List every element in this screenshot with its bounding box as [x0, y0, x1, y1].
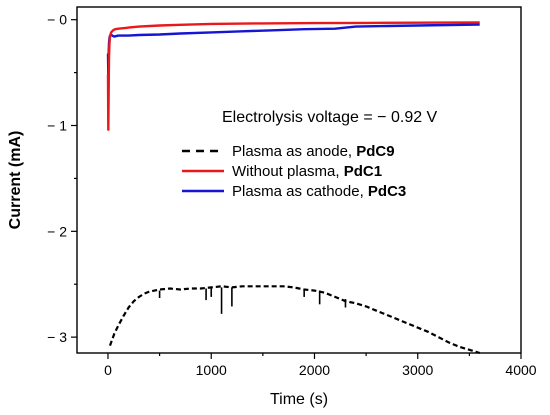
plot-lines — [106, 21, 481, 355]
x-tick-label-1: 1000 — [196, 362, 227, 378]
legend-entry-2: Plasma as cathode, PdC3 — [232, 183, 406, 200]
voltage-annotation: Electrolysis voltage = − 0.92 V — [222, 109, 438, 126]
legend: Plasma as anode, PdC9 Without plasma, PdC… — [182, 143, 406, 200]
x-tick-label-0: 0 — [104, 362, 112, 378]
legend-sample-0: PdC9 — [356, 143, 394, 160]
legend-sample-1: PdC1 — [344, 163, 382, 180]
legend-sample-2: PdC3 — [368, 183, 406, 200]
legend-entry-0: Plasma as anode, PdC9 — [232, 143, 395, 160]
legend-label-1: Without plasma, — [232, 163, 344, 180]
y-axis-label: Current (mA) — [7, 131, 24, 230]
x-tick-label-4: 4000 — [505, 362, 536, 378]
x-axis-label: Time (s) — [270, 391, 328, 408]
plot-frame — [76, 6, 522, 354]
series-line-pdc3 — [106, 23, 480, 76]
y-tick-label-0: − 0 — [47, 12, 67, 28]
legend-entry-1: Without plasma, PdC1 — [232, 163, 382, 180]
x-tick-label-3: 3000 — [402, 362, 433, 378]
y-tick-label-2: − 2 — [47, 223, 67, 239]
ticks: 0 1000 2000 3000 4000 − 0 − 1 − 2 − 3 — [47, 12, 537, 378]
legend-label-0: Plasma as anode, — [232, 143, 356, 160]
legend-label-2: Plasma as cathode, — [232, 183, 368, 200]
x-tick-label-2: 2000 — [299, 362, 330, 378]
series-line-pdc1 — [106, 21, 480, 131]
series-line-pdc9 — [108, 285, 481, 355]
y-tick-label-1: − 1 — [47, 118, 67, 134]
y-tick-label-3: − 3 — [47, 329, 67, 345]
